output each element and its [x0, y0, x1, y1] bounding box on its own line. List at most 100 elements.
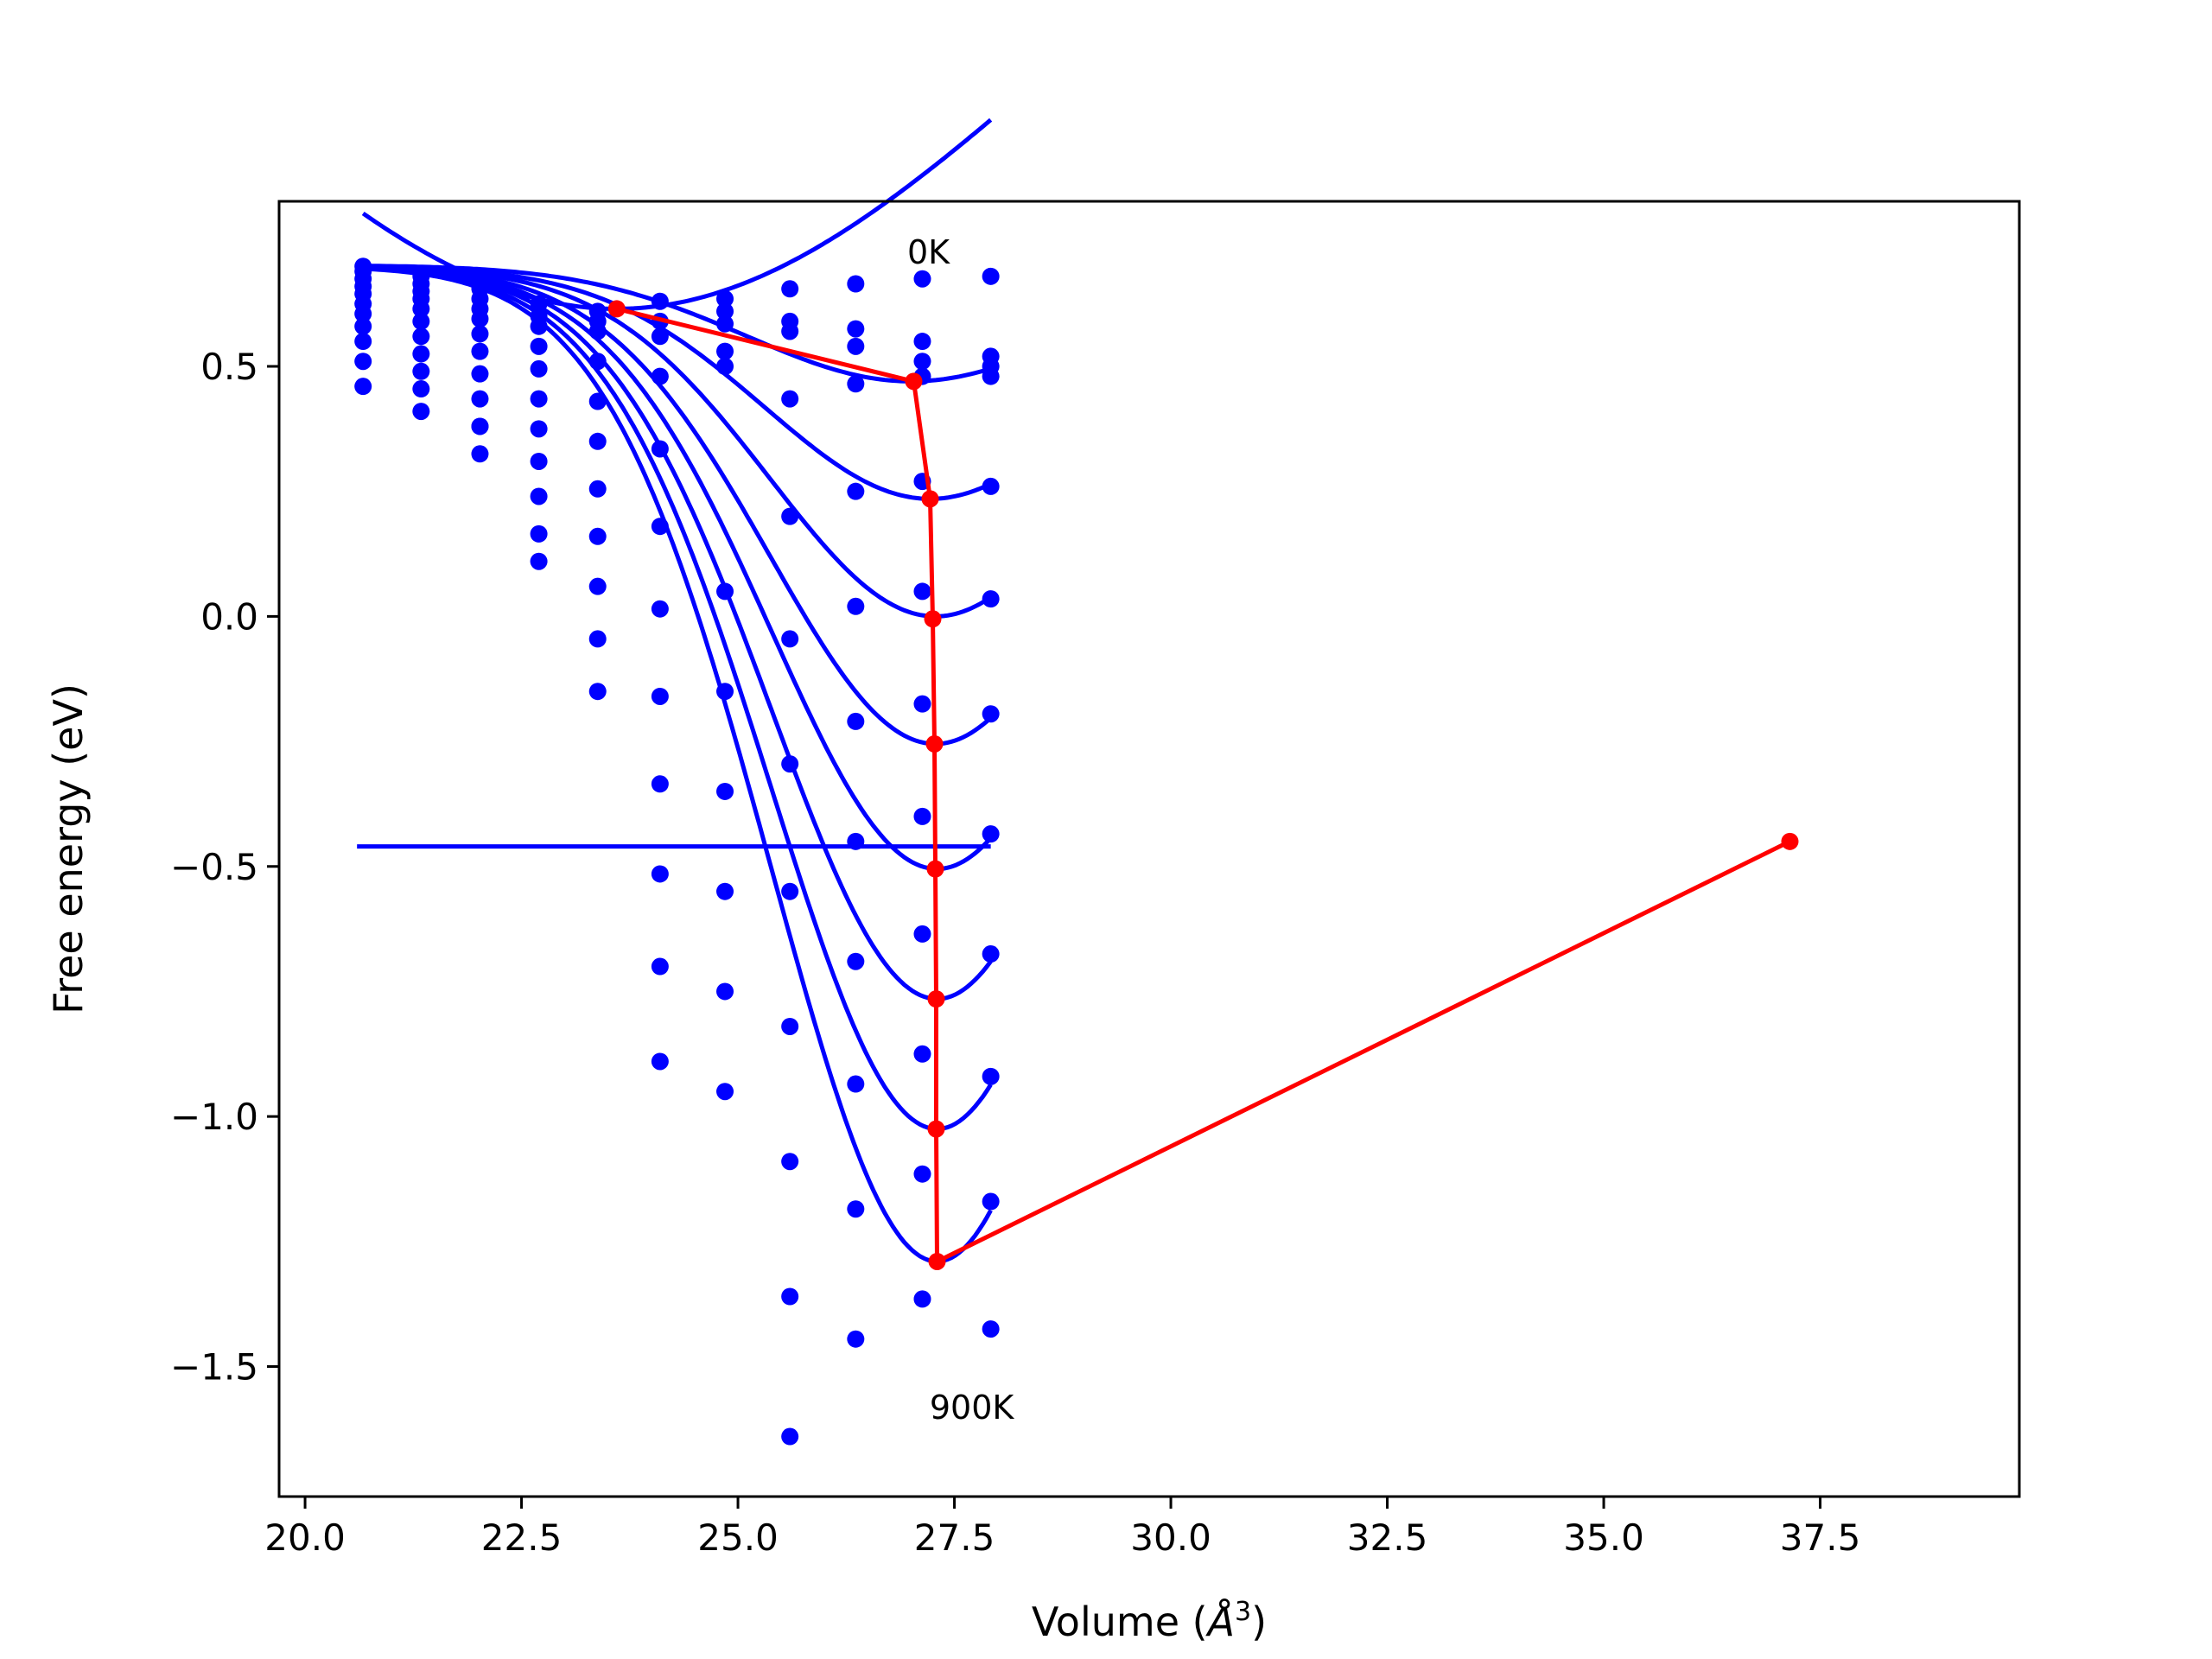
data-point-11-5: [651, 1052, 669, 1071]
equilibrium-point-6: [927, 990, 945, 1008]
data-point-8-10: [982, 945, 1000, 963]
data-point-9-3: [530, 524, 548, 543]
data-point-9-4: [588, 630, 607, 648]
data-point-0-3: [530, 295, 548, 313]
data-point-10-0: [354, 378, 372, 396]
data-point-3-3: [530, 337, 548, 355]
data-point-6-8: [847, 712, 865, 730]
data-point-8-6: [716, 882, 734, 900]
data-point-7-5: [651, 687, 669, 705]
equilibrium-point-5: [926, 860, 944, 878]
data-point-4-8: [847, 482, 865, 500]
annotation-0k: 0K: [907, 233, 950, 271]
data-point-8-9: [913, 925, 931, 943]
x-tick-label-0: 20.0: [264, 1516, 346, 1559]
data-point-4-6: [716, 357, 734, 375]
data-point-6-0: [354, 305, 372, 323]
equilibrium-point-2: [921, 490, 939, 508]
data-point-9-6: [716, 982, 734, 1001]
data-point-4-1: [412, 300, 430, 318]
fit-curve-8: [363, 266, 993, 1264]
y-tick-label-1: 0.0: [200, 595, 258, 638]
data-point-9-0: [354, 353, 372, 371]
data-point-7-1: [412, 345, 430, 363]
x-axis-label-close: ): [1251, 1599, 1267, 1645]
data-point-10-2: [471, 417, 489, 435]
fit-curve-6: [363, 265, 993, 1001]
x-axis-label-text: Volume (: [1032, 1599, 1208, 1645]
data-point-0-10: [982, 267, 1000, 285]
x-tick-label-7: 37.5: [1780, 1516, 1861, 1559]
data-point-9-5: [651, 865, 669, 883]
annotation-900k: 900K: [930, 1389, 1015, 1427]
data-point-1-6: [716, 302, 734, 321]
data-point-7-8: [847, 832, 865, 850]
data-point-0-7: [781, 280, 799, 298]
x-axis-label-unit: Å: [1205, 1599, 1235, 1645]
data-point-2-8: [847, 337, 865, 355]
data-point-3-8: [847, 375, 865, 393]
data-point-9-10: [982, 1067, 1000, 1085]
data-point-2-9: [913, 353, 931, 371]
data-point-6-7: [781, 755, 799, 773]
data-point-8-5: [651, 775, 669, 793]
data-point-5-10: [982, 590, 1000, 608]
data-point-2-3: [530, 317, 548, 335]
data-point-11-9: [913, 1290, 931, 1308]
x-tick-label-5: 32.5: [1347, 1516, 1428, 1559]
data-point-6-4: [588, 480, 607, 498]
equilibrium-point-7: [927, 1120, 945, 1138]
fit-curve-1: [363, 264, 992, 384]
data-point-3-4: [588, 353, 607, 371]
data-point-0-9: [913, 270, 931, 288]
data-point-6-3: [530, 420, 548, 438]
data-point-9-7: [781, 1153, 799, 1171]
data-point-10-9: [913, 1165, 931, 1183]
x-tick-label-2: 25.0: [697, 1516, 779, 1559]
data-point-4-5: [651, 440, 669, 458]
data-point-4-10: [982, 477, 1000, 495]
data-point-5-7: [781, 630, 799, 648]
data-point-11-8: [847, 1330, 865, 1348]
data-point-5-4: [588, 432, 607, 450]
data-point-7-10: [982, 825, 1000, 843]
data-point-3-10: [982, 367, 1000, 385]
data-point-10-4: [588, 683, 607, 701]
equilibrium-point-1: [905, 372, 923, 391]
x-tick-label-3: 27.5: [914, 1516, 995, 1559]
data-point-8-7: [781, 1017, 799, 1035]
data-point-5-5: [651, 518, 669, 536]
data-point-5-6: [716, 582, 734, 601]
fit-curve-5: [363, 265, 993, 872]
data-point-5-3: [530, 390, 548, 408]
data-point-8-1: [412, 362, 430, 380]
data-point-10-7: [781, 1287, 799, 1306]
data-point-0-8: [847, 275, 865, 293]
data-point-6-10: [982, 705, 1000, 723]
y-tick-label-4: −1.5: [170, 1346, 258, 1389]
data-point-9-1: [412, 380, 430, 398]
x-tick-label-4: 30.0: [1130, 1516, 1211, 1559]
data-point-10-8: [847, 1200, 865, 1218]
data-point-7-7: [781, 882, 799, 900]
data-point-7-0: [354, 317, 372, 335]
data-point-7-6: [716, 782, 734, 800]
data-point-10-3: [530, 552, 548, 570]
equilibrium-point-9: [1781, 832, 1799, 850]
data-point-0-5: [651, 292, 669, 310]
data-point-5-2: [471, 342, 489, 360]
data-point-6-1: [412, 327, 430, 346]
axis-ticks: 20.0 22.5 25.0 27.5 30.0 32.5 35.0 37.5 0.5 0.0 −0…: [170, 346, 1860, 1559]
equilibrium-point-3: [924, 610, 942, 628]
data-point-8-0: [354, 333, 372, 351]
data-point-2-7: [781, 322, 799, 340]
fit-curve-7: [363, 266, 993, 1132]
x-tick-label-6: 35.0: [1563, 1516, 1644, 1559]
data-point-6-5: [651, 600, 669, 618]
data-point-10-10: [982, 1192, 1000, 1211]
y-tick-label-0: 0.5: [200, 346, 258, 388]
data-point-3-7: [781, 390, 799, 408]
data-point-10-6: [716, 1083, 734, 1101]
data-point-5-9: [913, 582, 931, 601]
